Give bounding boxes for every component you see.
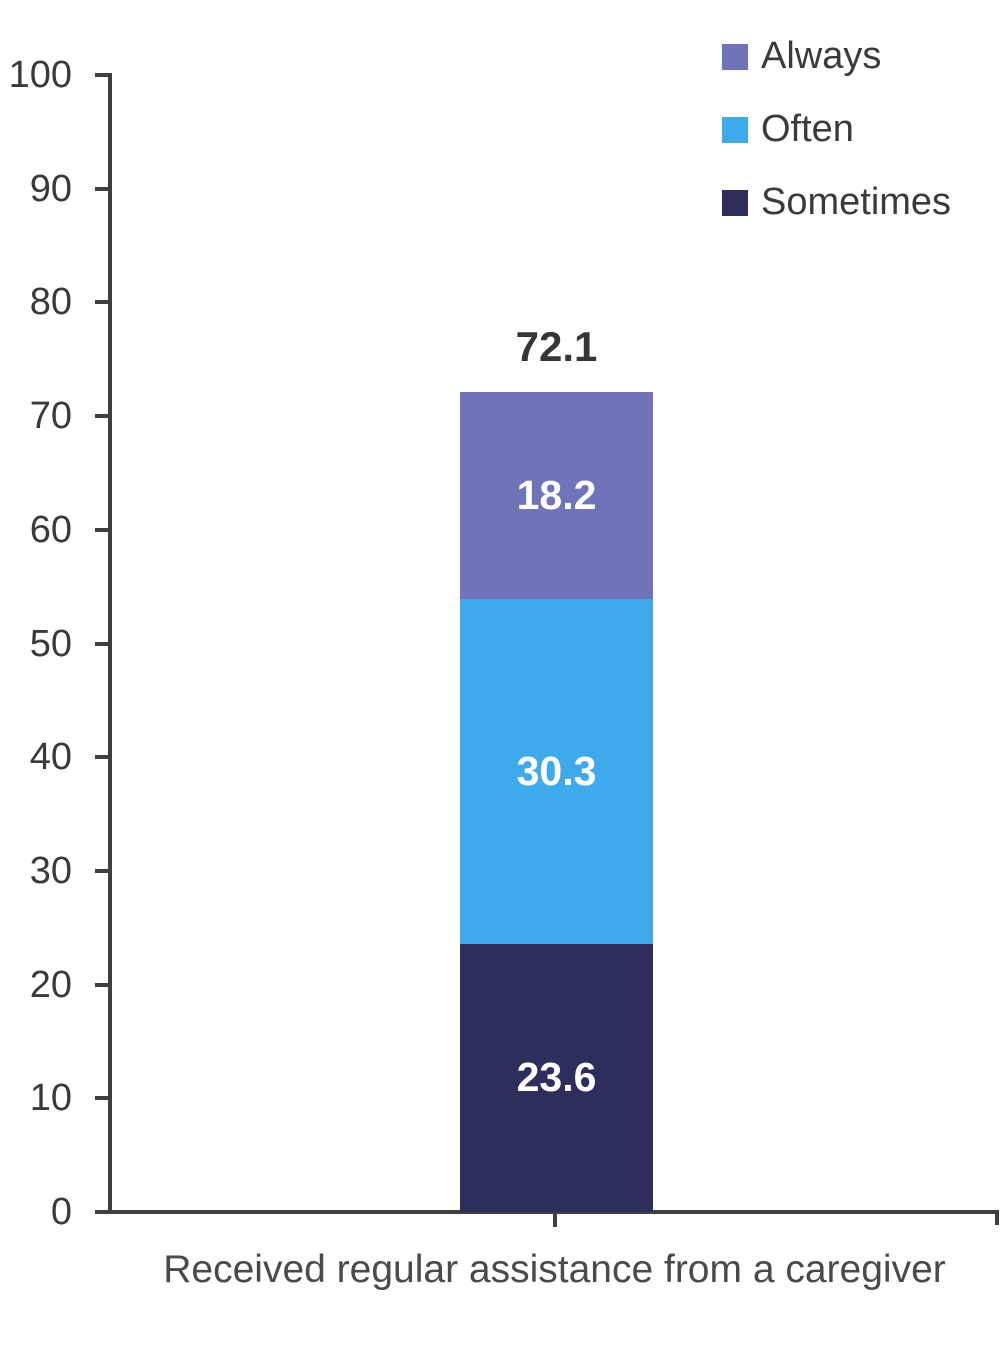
y-axis-tick-mark xyxy=(95,641,110,646)
y-axis-tick-mark xyxy=(95,186,110,191)
x-axis-tick-mark-end xyxy=(995,1212,999,1225)
bar-segment-often: 30.3 xyxy=(460,599,653,944)
legend-item-sometimes: Sometimes xyxy=(722,166,951,239)
y-axis-tick-label: 60 xyxy=(29,508,72,551)
legend-label-sometimes: Sometimes xyxy=(761,181,952,223)
y-axis-tick-label: 90 xyxy=(29,167,72,210)
bar-segment-value-often: 30.3 xyxy=(516,747,597,794)
x-axis-tick-mark-category xyxy=(553,1212,557,1227)
y-axis-tick-label: 100 xyxy=(8,54,72,96)
y-axis-tick-label: 70 xyxy=(29,395,72,438)
y-axis-line xyxy=(108,73,112,1214)
y-axis-tick-label: 0 xyxy=(50,1191,72,1233)
bar-segment-sometimes: 23.6 xyxy=(460,943,653,1212)
x-axis-line xyxy=(95,1210,999,1214)
legend-item-always: Always xyxy=(722,20,951,93)
y-axis-tick-label: 20 xyxy=(29,963,72,1006)
y-axis-tick-label: 50 xyxy=(29,622,72,665)
legend-label-often: Often xyxy=(761,108,854,150)
legend-swatch-often-icon xyxy=(722,116,748,143)
y-axis-tick-mark xyxy=(95,300,110,305)
y-axis-tick-label: 10 xyxy=(29,1077,72,1120)
y-axis-tick-mark xyxy=(95,755,110,760)
y-axis-tick-mark xyxy=(95,982,110,987)
y-axis-tick-label: 80 xyxy=(29,281,72,324)
legend-label-always: Always xyxy=(761,35,882,77)
x-axis-label: Received regular assistance from a careg… xyxy=(163,1248,946,1291)
bar-segment-value-sometimes: 23.6 xyxy=(516,1054,597,1101)
legend-swatch-always-icon xyxy=(722,43,748,70)
y-axis-tick-mark xyxy=(95,527,110,532)
y-axis-tick-mark xyxy=(95,73,110,77)
legend-swatch-sometimes-icon xyxy=(722,189,748,216)
bar-segment-always: 18.2 xyxy=(460,392,653,600)
legend-item-often: Often xyxy=(722,93,951,166)
y-axis-tick-label: 40 xyxy=(29,736,72,779)
chart-legend: Always Often Sometimes xyxy=(722,20,951,239)
y-axis-tick-mark xyxy=(95,1096,110,1101)
bar-segment-value-always: 18.2 xyxy=(516,472,597,519)
bar-total-label: 72.1 xyxy=(515,323,598,371)
y-axis-tick-mark xyxy=(95,414,110,419)
y-axis-tick-mark xyxy=(95,868,110,873)
y-axis-tick-label: 30 xyxy=(29,849,72,892)
